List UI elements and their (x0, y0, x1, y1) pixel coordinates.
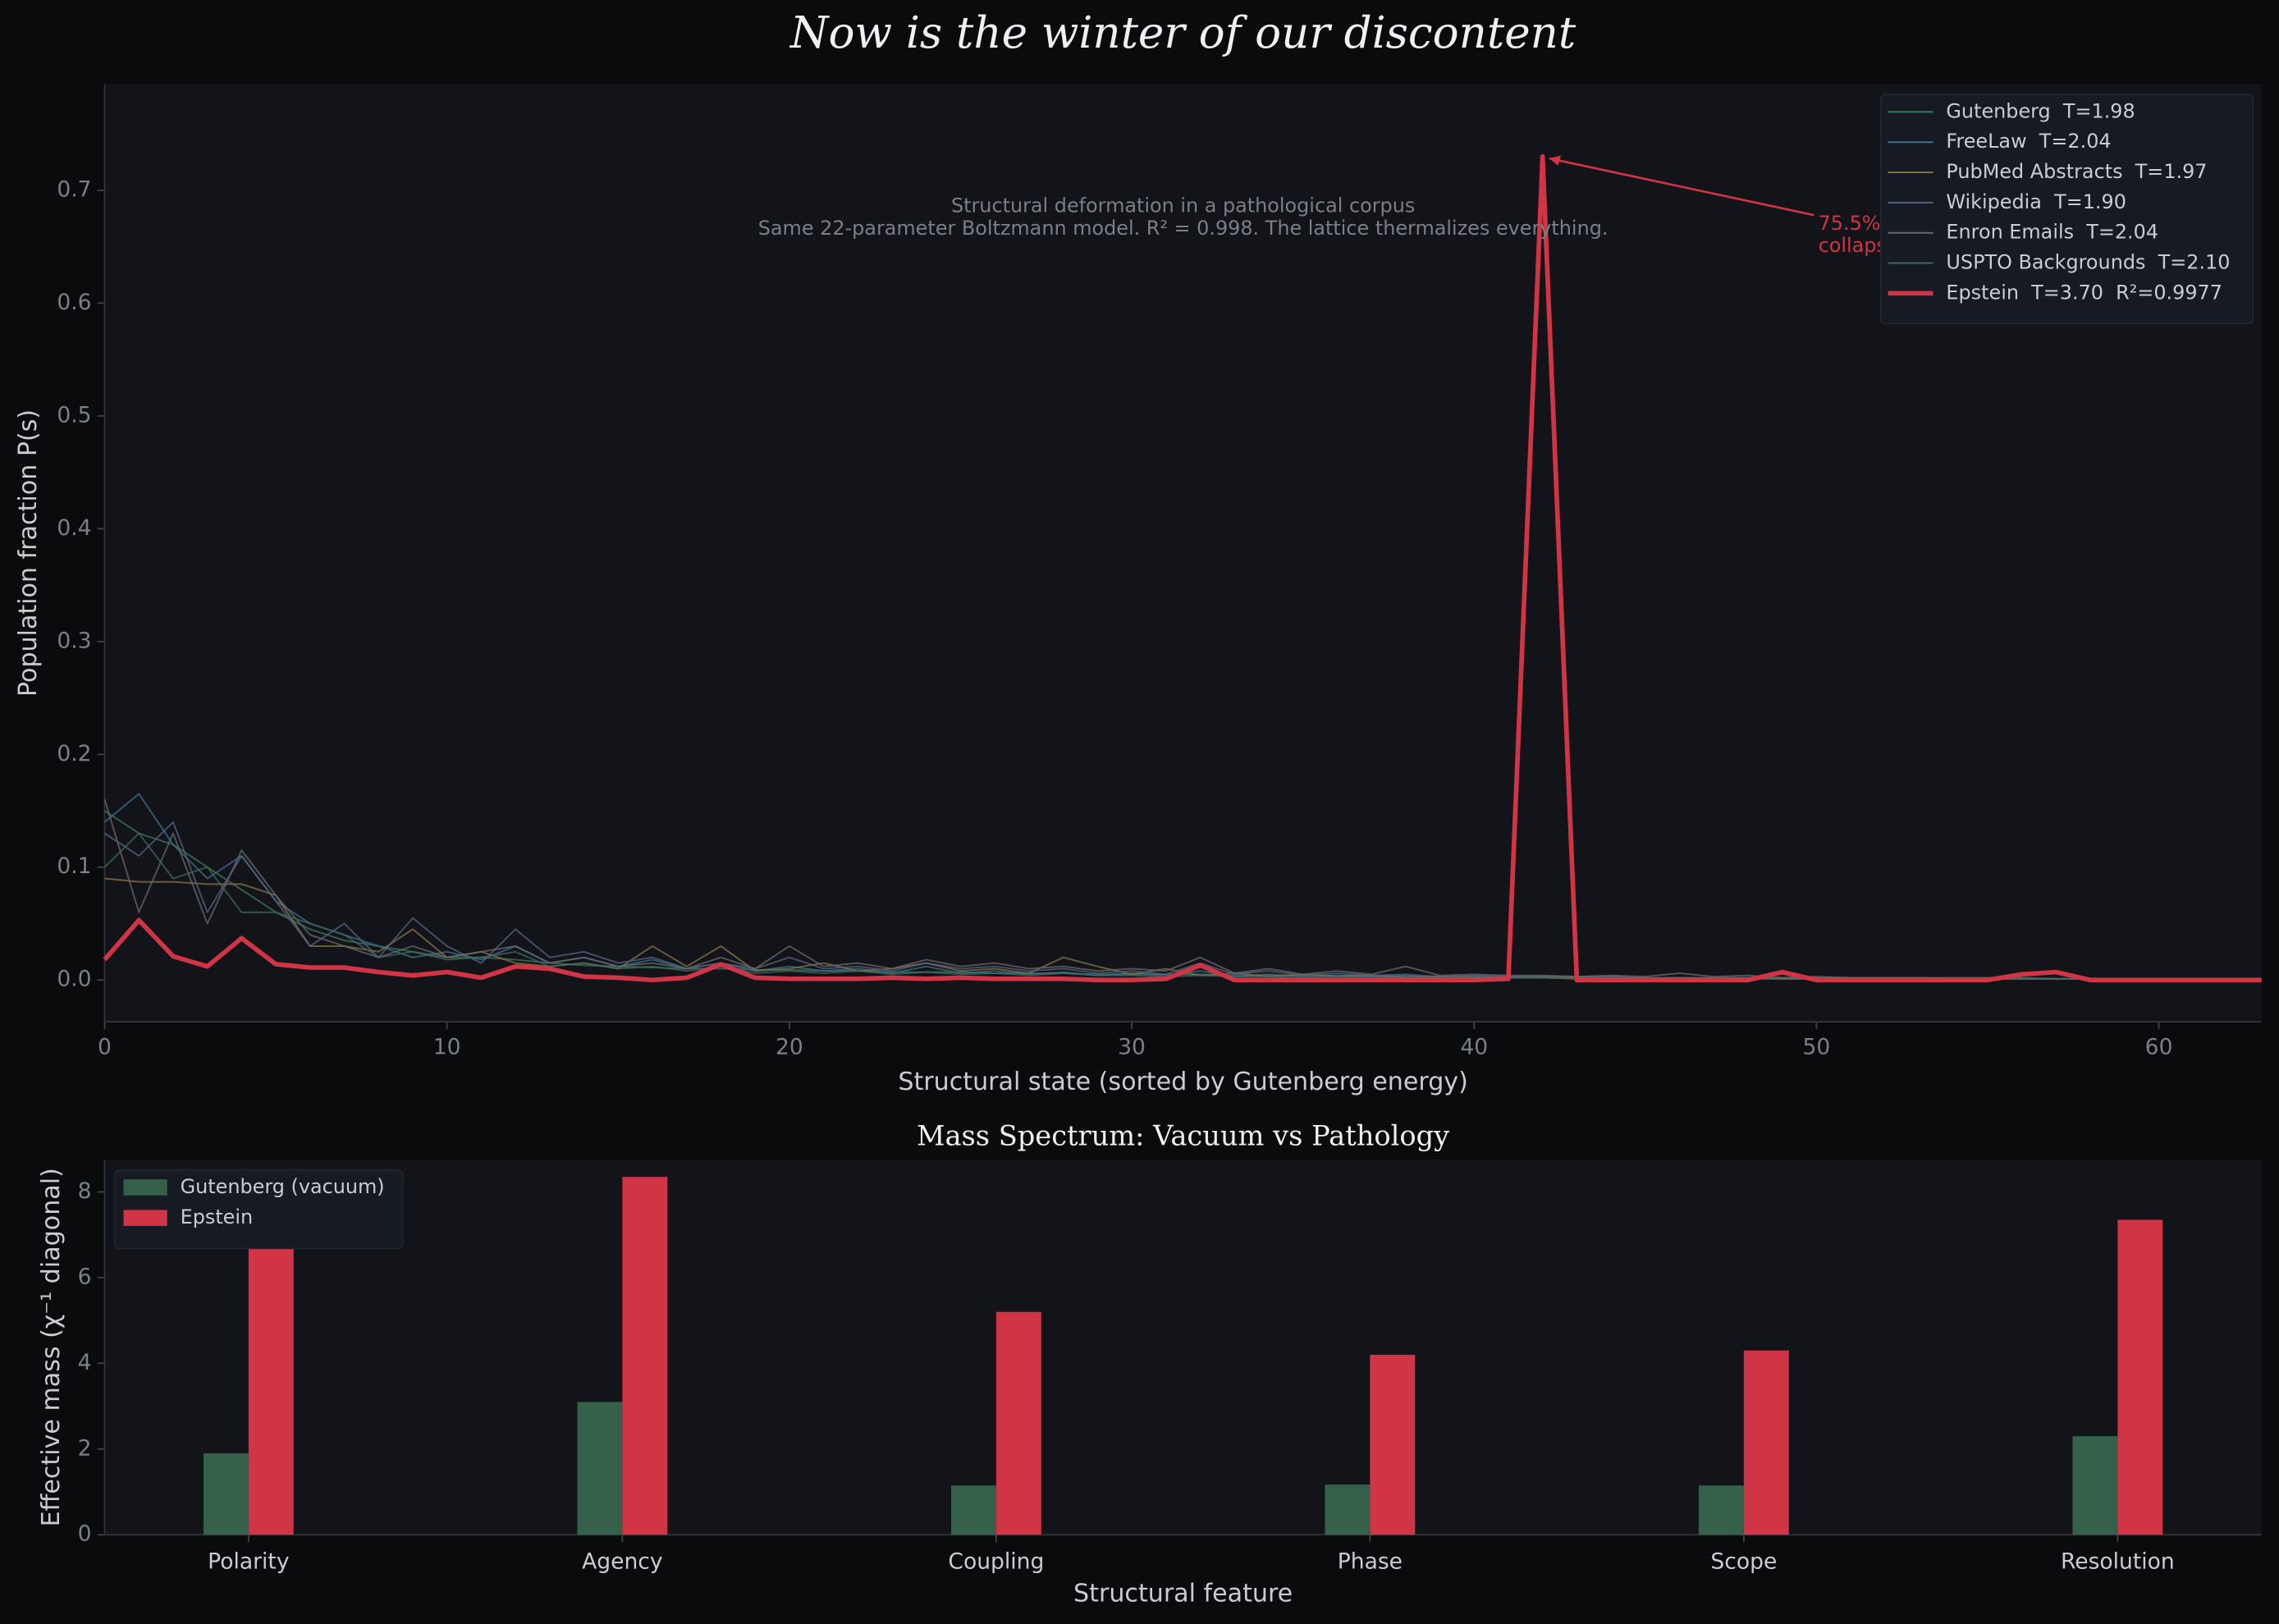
y-tick-label: 6 (78, 1264, 92, 1289)
bar (2117, 1219, 2163, 1535)
y-tick-label: 0.5 (57, 402, 91, 428)
x-tick-label: Resolution (2061, 1549, 2175, 1574)
annotation: Structural deformation in a pathological… (951, 194, 1415, 217)
bar (1698, 1485, 1744, 1535)
y-tick-label: 0.7 (57, 176, 91, 202)
y-tick-label: 0.3 (57, 628, 91, 653)
bar (248, 1217, 294, 1535)
y-tick-label: 0.4 (57, 515, 91, 541)
x-tick-label: 10 (433, 1034, 461, 1059)
y-tick-label: 0.1 (57, 853, 91, 879)
x-tick-label: Polarity (208, 1549, 289, 1574)
bar (1743, 1350, 1789, 1535)
chart-title: Mass Spectrum: Vacuum vs Pathology (917, 1120, 1449, 1152)
legend-swatch (123, 1210, 167, 1226)
annotation-arrowhead (1549, 155, 1562, 166)
legend-label: Gutenberg (vacuum) (181, 1175, 385, 1198)
legend-label: Wikipedia T=1.90 (1946, 190, 2126, 213)
x-tick-label: 40 (1460, 1034, 1488, 1059)
y-tick-label: 8 (78, 1178, 92, 1204)
legend-label: PubMed Abstracts T=1.97 (1946, 160, 2207, 183)
plot-area (104, 1160, 2262, 1535)
y-tick-label: 0.6 (57, 290, 91, 315)
annotation-arrow (1549, 157, 1815, 217)
legend-label: Epstein T=3.70 R²=0.9977 (1946, 281, 2222, 304)
x-tick-label: 30 (1118, 1034, 1146, 1059)
bar (995, 1311, 1041, 1535)
x-tick-label: Coupling (948, 1549, 1044, 1574)
x-tick-label: Agency (582, 1549, 662, 1574)
bar (203, 1453, 249, 1535)
y-tick-label: 0 (78, 1521, 92, 1547)
legend-label: Epstein (181, 1205, 254, 1228)
annotation: Same 22-parameter Boltzmann model. R² = … (758, 217, 1609, 240)
x-tick-label: Scope (1710, 1549, 1777, 1574)
x-axis-label: Structural state (sorted by Gutenberg en… (898, 1068, 1467, 1096)
figure-title: Now is the winter of our discontent (789, 7, 1577, 58)
bar (622, 1177, 668, 1535)
y-tick-label: 0.0 (57, 967, 91, 992)
x-tick-label: 60 (2145, 1034, 2173, 1059)
y-axis-label: Effective mass (χ⁻¹ diagonal) (37, 1168, 66, 1526)
x-tick-label: Phase (1338, 1549, 1403, 1574)
bar (577, 1402, 623, 1535)
x-tick-label: 20 (776, 1034, 803, 1059)
y-tick-label: 0.2 (57, 741, 91, 766)
series-line (103, 153, 2262, 983)
legend-label: FreeLaw T=2.04 (1946, 130, 2111, 153)
x-tick-label: 50 (1803, 1034, 1831, 1059)
legend-label: Enron Emails T=2.04 (1946, 221, 2158, 244)
x-axis-label: Structural feature (1073, 1579, 1293, 1608)
bar (950, 1485, 996, 1535)
x-tick-label: 0 (98, 1034, 112, 1059)
bar (2072, 1436, 2118, 1535)
y-tick-label: 2 (78, 1435, 92, 1461)
legend-box (114, 1169, 404, 1250)
y-axis-label: Population fraction P(s) (14, 409, 43, 697)
y-tick-label: 4 (78, 1350, 92, 1375)
legend-box (1879, 94, 2254, 325)
legend-swatch (123, 1179, 167, 1196)
bar (1325, 1484, 1371, 1535)
legend-label: USPTO Backgrounds T=2.10 (1946, 251, 2230, 274)
legend-label: Gutenberg T=1.98 (1946, 99, 2135, 122)
bar (1370, 1354, 1416, 1535)
